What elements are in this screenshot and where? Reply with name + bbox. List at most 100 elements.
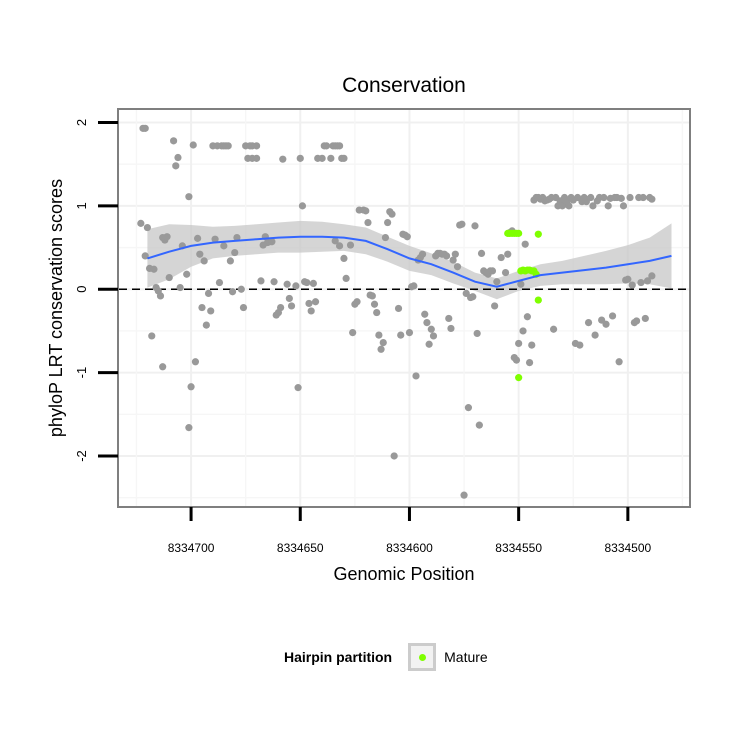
- data-point-other: [442, 252, 451, 260]
- data-point-other: [523, 313, 531, 321]
- legend-dot-mature: [418, 653, 426, 661]
- plot-panel: [117, 108, 691, 508]
- data-point-other: [198, 303, 206, 312]
- y-axis-label: phyloP LRT conservation scores: [46, 179, 66, 437]
- data-point-other: [353, 298, 361, 306]
- data-point-other: [418, 250, 427, 258]
- data-point-other: [163, 233, 171, 241]
- data-point-other: [600, 193, 608, 202]
- data-point-other: [228, 288, 237, 296]
- data-point-other: [200, 257, 208, 265]
- data-point-other: [390, 452, 398, 460]
- data-point-other: [471, 222, 479, 230]
- data-point-other: [211, 235, 219, 243]
- data-point-other: [515, 339, 523, 348]
- data-point-other: [379, 338, 387, 347]
- data-point-other: [224, 142, 232, 150]
- x-axis: 8334700 8334650 8334600 8334550 8334500: [168, 507, 652, 555]
- data-point-other: [309, 279, 317, 288]
- data-point-other: [349, 328, 357, 337]
- data-point-other: [451, 250, 459, 258]
- data-point-other: [220, 242, 228, 250]
- data-point-other: [287, 302, 296, 310]
- data-point-other: [207, 307, 215, 315]
- data-point-other: [381, 233, 390, 242]
- y-tick-label: 0: [74, 286, 89, 293]
- data-point-other: [268, 238, 276, 246]
- data-point-other: [458, 220, 466, 228]
- data-point-mature: [534, 296, 542, 304]
- x-tick-label: 8334700: [168, 541, 215, 555]
- data-point-other: [368, 292, 376, 300]
- data-point-other: [165, 273, 173, 282]
- data-point-other: [565, 202, 573, 210]
- data-point-other: [584, 318, 593, 327]
- data-point-other: [637, 278, 645, 287]
- data-point-other: [449, 256, 457, 264]
- data-point-other: [307, 307, 315, 315]
- data-point-other: [412, 372, 420, 380]
- data-point-other: [364, 218, 372, 227]
- data-point-other: [185, 424, 193, 432]
- data-point-other: [340, 254, 348, 262]
- data-point-other: [639, 193, 647, 202]
- y-tick-label: 2: [74, 119, 89, 126]
- data-point-other: [370, 300, 379, 308]
- chart-title: Conservation: [342, 74, 466, 97]
- data-point-other: [257, 277, 265, 285]
- y-tick-label: -1: [74, 367, 89, 379]
- data-point-other: [626, 193, 634, 202]
- data-point-other: [549, 325, 558, 333]
- data-point-other: [187, 383, 195, 391]
- data-point-other: [305, 299, 313, 308]
- data-point-other: [172, 162, 180, 170]
- confidence-ribbon: [147, 220, 672, 300]
- data-point-other: [185, 193, 193, 201]
- data-point-other: [233, 233, 241, 242]
- data-point-other: [159, 363, 167, 371]
- data-point-other: [298, 202, 307, 210]
- data-point-other: [628, 281, 636, 289]
- data-point-other: [174, 153, 182, 162]
- data-point-other: [285, 294, 293, 303]
- data-point-other: [294, 384, 302, 392]
- data-point-other: [615, 358, 623, 366]
- data-point-other: [204, 289, 213, 298]
- x-axis-label: Genomic Position: [333, 564, 474, 584]
- data-point-other: [619, 202, 628, 210]
- data-point-other: [384, 218, 392, 227]
- x-tick-label: 8334550: [495, 541, 542, 555]
- data-point-other: [512, 356, 521, 364]
- data-point-other: [617, 194, 625, 202]
- data-point-other: [488, 267, 497, 275]
- y-tick-label: -2: [74, 450, 89, 462]
- legend: Hairpin partition Mature: [284, 640, 488, 674]
- data-point-other: [335, 242, 344, 250]
- data-point-other: [501, 268, 510, 277]
- data-point-mature: [534, 230, 542, 238]
- data-point-other: [632, 317, 641, 325]
- data-point-other: [311, 298, 320, 306]
- data-point-other: [141, 124, 149, 132]
- data-point-other: [608, 312, 617, 320]
- data-point-other: [427, 325, 435, 333]
- data-point-other: [447, 324, 455, 333]
- data-point-other: [373, 308, 381, 317]
- x-tick-label: 8334650: [277, 541, 324, 555]
- data-point-other: [252, 154, 261, 162]
- data-point-other: [429, 332, 438, 340]
- data-point-other: [394, 304, 403, 313]
- data-point-other: [296, 154, 304, 162]
- data-point-mature: [515, 229, 523, 237]
- data-point-other: [397, 331, 405, 339]
- data-point-other: [239, 303, 248, 312]
- data-point-other: [150, 265, 158, 273]
- y-tick-label: 1: [74, 202, 89, 209]
- data-point-other: [176, 283, 184, 292]
- data-point-other: [215, 278, 224, 287]
- data-point-other: [237, 285, 245, 293]
- data-point-other: [342, 274, 350, 283]
- data-point-other: [445, 314, 453, 323]
- data-point-other: [587, 193, 595, 202]
